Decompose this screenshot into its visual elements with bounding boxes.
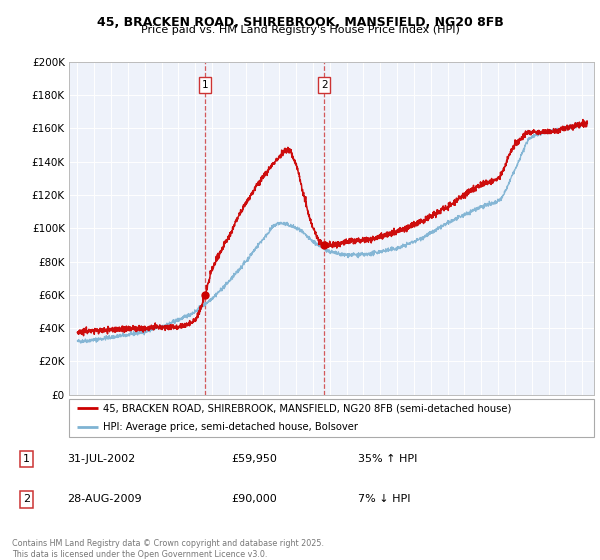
Text: 1: 1 [23,454,30,464]
Text: 31-JUL-2002: 31-JUL-2002 [67,454,135,464]
Text: 1: 1 [202,80,208,90]
Text: 45, BRACKEN ROAD, SHIREBROOK, MANSFIELD, NG20 8FB (semi-detached house): 45, BRACKEN ROAD, SHIREBROOK, MANSFIELD,… [103,403,511,413]
Text: 35% ↑ HPI: 35% ↑ HPI [358,454,417,464]
Text: 45, BRACKEN ROAD, SHIREBROOK, MANSFIELD, NG20 8FB: 45, BRACKEN ROAD, SHIREBROOK, MANSFIELD,… [97,16,503,29]
Text: HPI: Average price, semi-detached house, Bolsover: HPI: Average price, semi-detached house,… [103,422,358,432]
Text: Contains HM Land Registry data © Crown copyright and database right 2025.
This d: Contains HM Land Registry data © Crown c… [12,539,324,559]
Text: £59,950: £59,950 [231,454,277,464]
Text: Price paid vs. HM Land Registry's House Price Index (HPI): Price paid vs. HM Land Registry's House … [140,25,460,35]
Text: 28-AUG-2009: 28-AUG-2009 [67,494,142,505]
Text: 2: 2 [321,80,328,90]
Text: £90,000: £90,000 [231,494,277,505]
Text: 7% ↓ HPI: 7% ↓ HPI [358,494,410,505]
FancyBboxPatch shape [69,399,594,437]
Text: 2: 2 [23,494,30,505]
